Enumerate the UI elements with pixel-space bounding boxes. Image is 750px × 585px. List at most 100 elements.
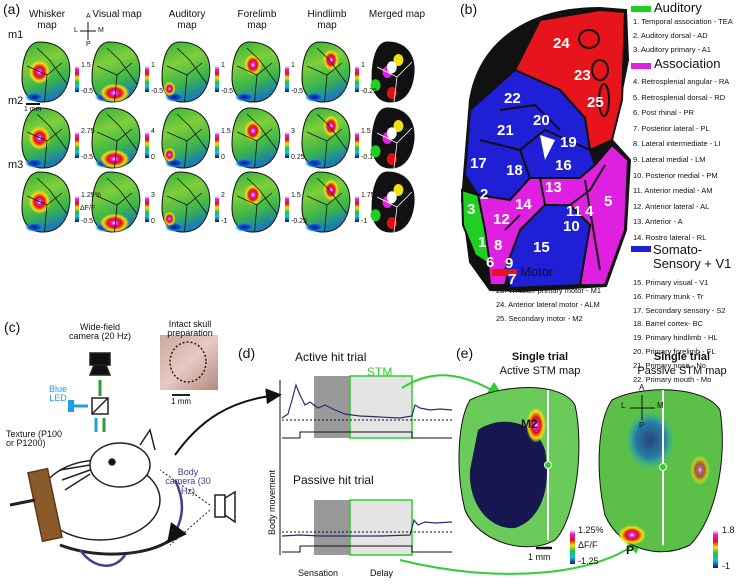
colorbar: [285, 196, 289, 222]
label: STM: [367, 365, 393, 379]
area-number: 2: [480, 186, 489, 203]
colorbar-max: 3: [151, 192, 155, 199]
legend-item: 13. Anterior - A: [633, 217, 683, 227]
label: Single trial: [511, 351, 569, 363]
legend-item: 25. Secondary motor - M2: [496, 314, 583, 323]
legend-item: 6. Post rhinal - PR: [633, 108, 694, 118]
area-number: 1: [478, 234, 487, 251]
hotspot: [163, 81, 176, 97]
area-number: 19: [560, 134, 577, 151]
area-outline: [376, 191, 413, 233]
label: Single trial: [653, 351, 711, 363]
colorbar-min: -0.5: [81, 218, 94, 225]
colorbar: [145, 196, 149, 222]
colorbar-max: 3: [291, 128, 295, 135]
setup-sketch: [9, 335, 282, 567]
colorbar-max: 1.8: [722, 525, 735, 535]
colorbar-max: 1.25%: [578, 525, 604, 535]
legend-title: Association: [654, 56, 721, 71]
legend-item: 8. Lateral intermediate - LI: [633, 139, 721, 149]
colorbar-max: 1: [361, 62, 365, 69]
hotspot: [99, 149, 130, 169]
legend-swatch: [631, 63, 651, 69]
area-outline: [96, 113, 138, 169]
legend-title: Auditory: [654, 0, 702, 15]
compass-label: L: [74, 27, 78, 34]
colorbar: [75, 196, 79, 222]
area-outline: [26, 113, 68, 169]
colorbar-min: -0.5: [221, 88, 234, 95]
colorbar-min: 0.25: [291, 154, 305, 161]
area-outline: [96, 47, 138, 103]
colorbar-min: -0.1: [361, 154, 374, 161]
label: Wide-field camera (20 Hz): [68, 322, 131, 342]
legend-item: 15. Primary visual - V1: [633, 278, 709, 287]
area-number: 7: [508, 271, 517, 288]
merged-spot: [386, 61, 397, 74]
blue-patch: [24, 92, 45, 102]
hotspot: [99, 213, 130, 233]
colorbar-max: 2.75: [81, 128, 95, 135]
area-outline: [26, 177, 68, 233]
colorbar: [355, 66, 359, 92]
legend-item: 10. Posterior medial - PM: [633, 170, 718, 180]
legend-item: 18. Barrel cortex- BC: [633, 319, 704, 329]
compass-label: A: [86, 13, 91, 20]
colorbar-min: -1.25: [578, 556, 599, 566]
hotspot: [244, 184, 262, 206]
merged-spot: [386, 217, 397, 229]
merged-spot: [393, 184, 404, 196]
hotspot: [323, 179, 339, 201]
area-number: 11: [566, 203, 582, 220]
colorbar: [145, 66, 149, 92]
legend-swatch: [631, 246, 651, 252]
colorbar: [285, 132, 289, 158]
colorbar-max: 1: [221, 62, 225, 69]
row-label: m2: [8, 95, 24, 107]
legend-item: 16. Primary trunk - Tr: [633, 291, 704, 301]
area-number: 10: [563, 218, 580, 235]
colorbar: [215, 196, 219, 222]
brain-map: [301, 107, 351, 169]
area-number: 8: [494, 237, 503, 254]
blue-patch: [234, 222, 255, 232]
merged-spot: [386, 153, 397, 165]
colorbar-max: 1: [151, 62, 155, 69]
area-number: 17: [470, 155, 487, 172]
colorbar-max: 1.5: [291, 192, 301, 199]
colorbar-min: 0: [221, 154, 225, 161]
area-outline: [306, 47, 348, 103]
area-number: 23: [574, 67, 591, 84]
colorbar-min: -1: [361, 218, 368, 225]
column-header: Whisker map: [28, 9, 66, 31]
colorbar-max: 2: [221, 192, 225, 199]
hotspot: [244, 120, 262, 142]
panel-label: (a): [3, 1, 21, 17]
panel-label: (c): [4, 319, 21, 335]
column-header: Hindlimb map: [307, 9, 347, 31]
label: Active hit trial: [295, 350, 367, 364]
label: P: [626, 543, 635, 557]
brain-map: [301, 171, 351, 233]
label: 1 mm: [171, 397, 191, 406]
colorbar-min: 0: [151, 154, 155, 161]
colorbar-max: 1.75: [361, 192, 375, 199]
colorbar: [75, 132, 79, 158]
legend-title: Motor: [520, 264, 554, 279]
area-map: [460, 6, 632, 293]
legend-item: 24. Anterior lateral motor - ALM: [496, 300, 600, 309]
area-outline: [306, 113, 348, 169]
label: Passive hit trial: [293, 473, 374, 487]
colorbar: [145, 132, 149, 158]
area-number: 22: [504, 90, 521, 107]
colorbar: [75, 66, 79, 92]
legend-item: 22. Primary mouth - Mo: [633, 374, 712, 384]
colorbar-min: -0.5: [81, 88, 94, 95]
colorbar-max: 1: [291, 62, 295, 69]
area-outline: [376, 127, 413, 169]
area-number: 24: [553, 35, 570, 52]
label: Passive STM map: [637, 365, 727, 377]
panel-label: (e): [456, 345, 474, 361]
label: M2: [521, 417, 538, 431]
